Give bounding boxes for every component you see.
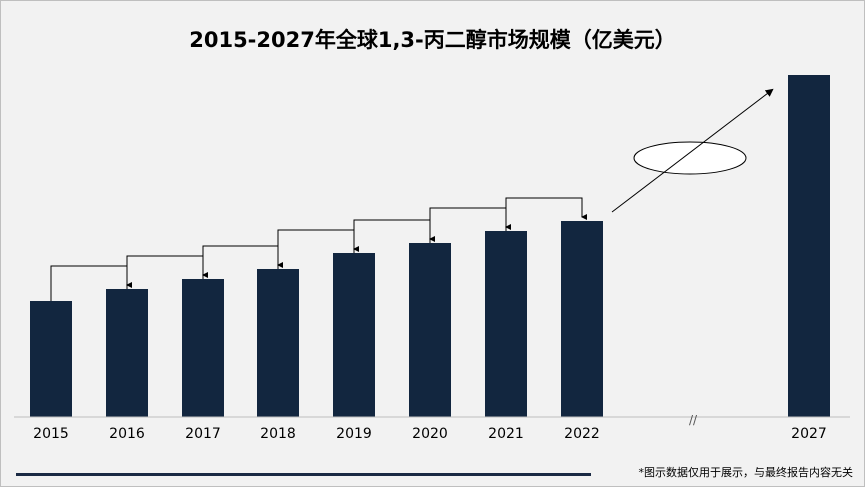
connector-2021-2022 (505, 197, 587, 231)
footnote: *图示数据仅用于展示，与最终报告内容无关 (638, 466, 854, 479)
x-tick-labels: 2015 2016 2017 2018 2019 2020 2021 2022 2027 (33, 426, 827, 442)
bar-2027 (788, 75, 830, 417)
x-tick-label-2020: 2020 (412, 426, 448, 442)
bar-2017 (182, 279, 224, 417)
x-tick-label-2016: 2016 (109, 426, 145, 442)
x-tick-label-2022: 2022 (564, 426, 600, 442)
bar-2019 (333, 253, 375, 417)
x-tick-label-2018: 2018 (260, 426, 296, 442)
bar-2018 (257, 269, 299, 417)
growth-connectors (50, 197, 587, 301)
callout-ellipse (633, 141, 747, 175)
x-tick-label-2021: 2021 (488, 426, 524, 442)
bar-2020 (409, 243, 451, 417)
x-tick-label-2019: 2019 (336, 426, 372, 442)
trend-arrow (611, 88, 774, 213)
bar-2021 (485, 231, 527, 417)
x-tick-label-2015: 2015 (33, 426, 69, 442)
bar-2015 (30, 301, 72, 417)
x-tick-label-2017: 2017 (185, 426, 221, 442)
bars-layer (30, 75, 830, 417)
axis-break-mark: // (689, 413, 698, 427)
x-tick-label-2027: 2027 (791, 426, 827, 442)
bar-2022 (561, 221, 603, 417)
chart-title: 2015-2027年全球1,3-丙二醇市场规模（亿美元） (189, 28, 676, 52)
bar-2016 (106, 289, 148, 417)
footer-divider (16, 473, 591, 476)
